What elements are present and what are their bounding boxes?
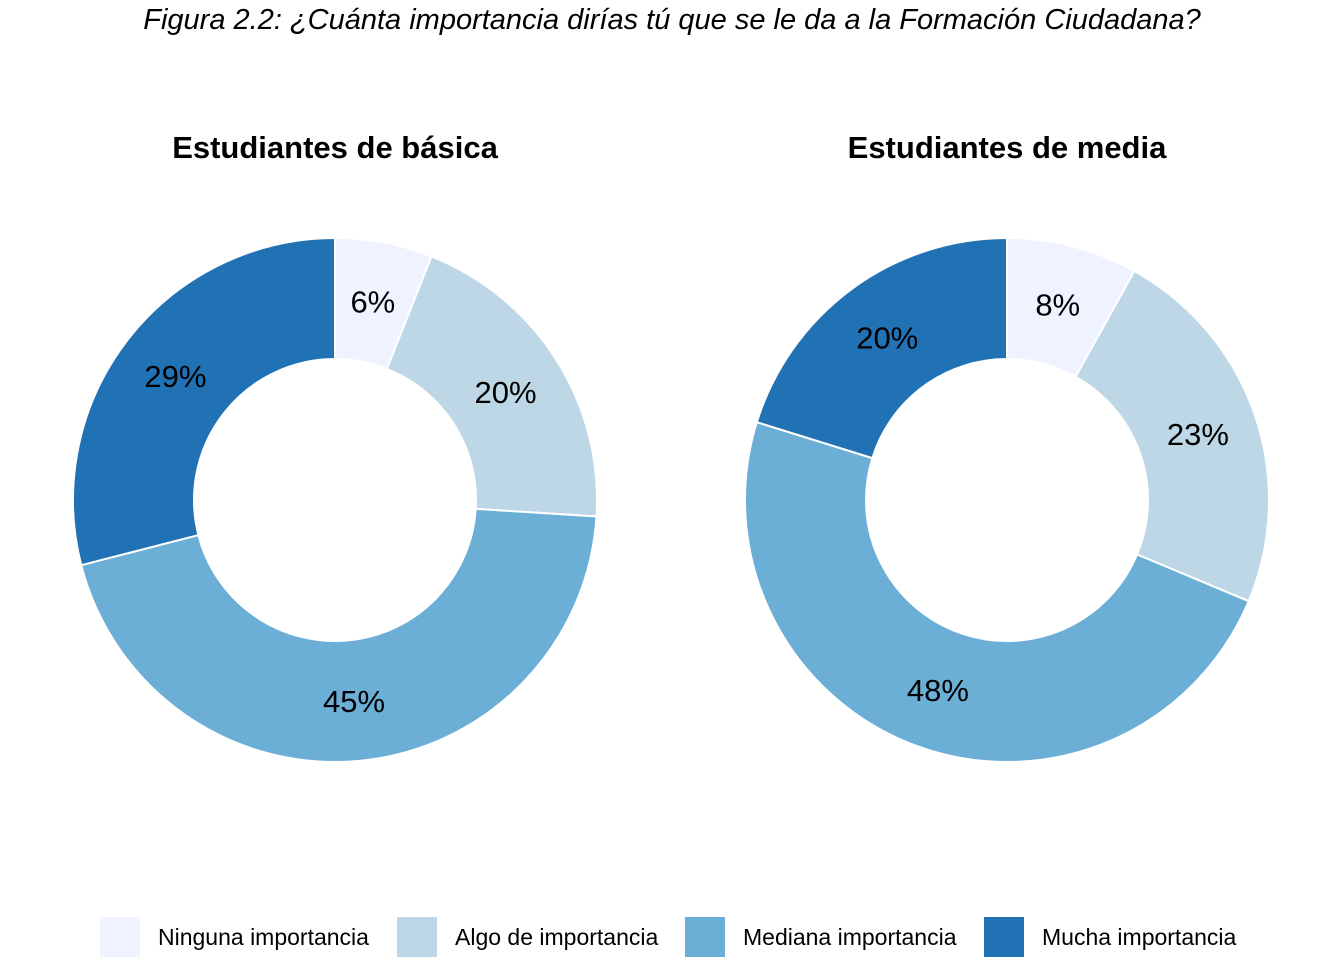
data-label: 6% xyxy=(350,285,395,320)
data-label: 20% xyxy=(856,320,918,355)
legend-swatch xyxy=(397,917,437,957)
legend-label: Ninguna importancia xyxy=(158,923,369,950)
donut-slice-mediana-importancia xyxy=(80,507,598,763)
legend-item-mucha: Mucha importancia xyxy=(984,916,1236,958)
legend-label: Mediana importancia xyxy=(743,923,957,950)
legend: Ninguna importancia Algo de importancia … xyxy=(0,916,1344,958)
data-label: 29% xyxy=(144,359,206,394)
legend-label: Mucha importancia xyxy=(1042,923,1237,950)
data-label: 45% xyxy=(323,684,385,719)
data-label: 48% xyxy=(907,673,969,708)
data-label: 20% xyxy=(475,375,537,410)
chart-title-basica: Estudiantes de básica xyxy=(172,130,498,165)
figure-title: Figura 2.2: ¿Cuánta importancia dirías t… xyxy=(143,4,1201,36)
chart-title-media: Estudiantes de media xyxy=(847,130,1167,165)
legend-swatch xyxy=(685,917,725,957)
donut-slice-mucha-importancia xyxy=(72,236,336,567)
data-label: 8% xyxy=(1035,287,1080,322)
legend-label: Algo de importancia xyxy=(455,923,659,950)
legend-item-mediana: Mediana importancia xyxy=(685,916,957,958)
legend-item-algo: Algo de importancia xyxy=(397,916,658,958)
legend-swatch xyxy=(984,917,1024,957)
donut-slice-algo-de-importancia xyxy=(385,255,598,518)
data-label: 23% xyxy=(1167,417,1229,452)
donut-slice-mucha-importancia xyxy=(755,236,1008,460)
legend-swatch xyxy=(100,917,140,957)
donut-slice-mediana-importancia xyxy=(743,420,1250,764)
donut-slice-algo-de-importancia xyxy=(1074,269,1270,603)
legend-item-ninguna: Ninguna importancia xyxy=(100,916,369,958)
